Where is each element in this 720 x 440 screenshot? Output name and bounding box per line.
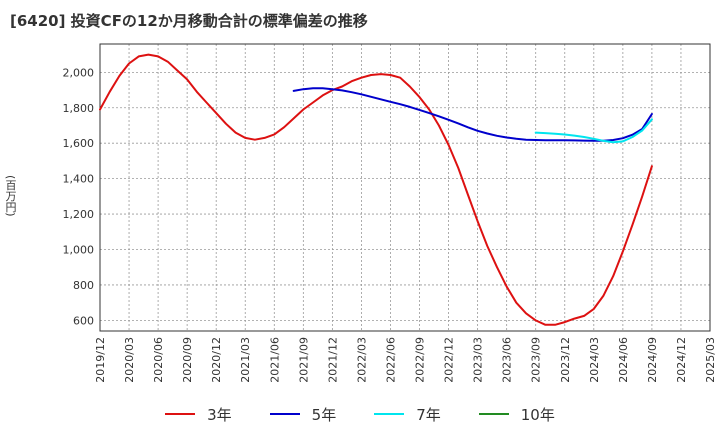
- x-tick-label: 2023/12: [559, 337, 572, 383]
- y-tick-label: 800: [73, 279, 94, 292]
- y-tick-label: 2,000: [63, 66, 95, 79]
- x-tick-label: 2019/12: [94, 337, 107, 383]
- x-tick-label: 2022/03: [355, 337, 368, 383]
- legend-item-10y: 10年: [478, 402, 555, 426]
- chart-title: [6420] 投資CFの12か月移動合計の標準偏差の推移: [10, 12, 368, 30]
- plot-frame: [99, 43, 711, 332]
- x-tick-label: 2022/12: [443, 337, 456, 383]
- x-tick-label: 2023/03: [472, 337, 485, 383]
- series-line-1: [292, 87, 653, 142]
- plot-background: [100, 44, 710, 331]
- x-tick-label: 2024/12: [675, 337, 688, 383]
- x-tick-label: 2024/09: [646, 337, 659, 383]
- legend-swatch-3y: [165, 413, 196, 415]
- x-tick-label: 2020/09: [181, 337, 194, 383]
- legend-label-3y: 3年: [207, 405, 232, 424]
- x-tick-label: 2021/06: [268, 337, 281, 383]
- legend-item-5y: 5年: [269, 402, 337, 426]
- legend-item-7y: 7年: [374, 402, 441, 426]
- legend-swatch-10y: [478, 413, 509, 415]
- y-tick-label: 1,600: [63, 137, 95, 150]
- y-tick-label: 1,400: [63, 173, 95, 186]
- legend-swatch-5y: [269, 413, 300, 415]
- legend-label-10y: 10年: [520, 405, 555, 424]
- x-tick-label: 2022/06: [384, 337, 397, 383]
- legend-item-3y: 3年: [165, 402, 232, 426]
- y-tick-label: 1,800: [63, 102, 95, 115]
- x-tick-label: 2021/09: [297, 337, 310, 383]
- x-tick-label: 2020/06: [152, 337, 165, 383]
- legend-label-5y: 5年: [311, 405, 337, 424]
- legend: 3年 5年 7年 10年: [0, 402, 720, 426]
- legend-label-7y: 7年: [416, 405, 441, 424]
- x-tick-label: 2022/09: [414, 337, 427, 383]
- y-tick-label: 1,000: [63, 244, 95, 257]
- x-tick-label: 2024/03: [588, 337, 601, 383]
- x-tick-label: 2020/12: [210, 337, 223, 383]
- x-tick-label: 2025/03: [704, 337, 717, 383]
- series-line-0: [99, 53, 653, 326]
- x-tick-label: 2023/06: [501, 337, 514, 383]
- legend-swatch-7y: [374, 413, 405, 415]
- x-tick-label: 2024/06: [617, 337, 630, 383]
- x-tick-label: 2023/09: [530, 337, 543, 383]
- series-line-2: [534, 118, 653, 144]
- x-tick-label: 2020/03: [123, 337, 136, 383]
- x-tick-label: 2021/12: [326, 337, 339, 383]
- y-axis-label: (百万円): [4, 175, 17, 217]
- x-tick-label: 2021/03: [239, 337, 252, 383]
- y-tick-label: 600: [73, 314, 94, 327]
- y-tick-label: 1,200: [63, 208, 95, 221]
